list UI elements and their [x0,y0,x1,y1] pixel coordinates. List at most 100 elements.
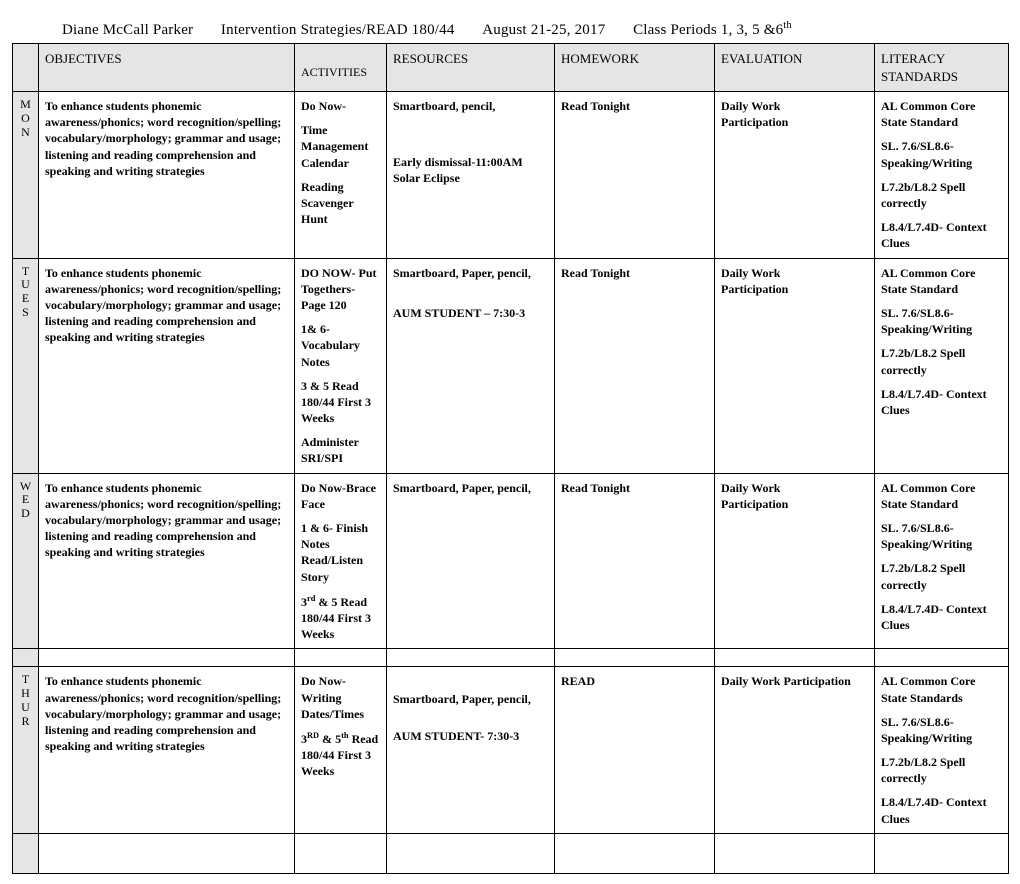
day-cell-tue: T U E S [13,258,39,473]
col-objectives: OBJECTIVES [39,44,295,92]
objectives-tue: To enhance students phonemic awareness/p… [39,258,295,473]
homework-text: Read Tonight [561,99,630,113]
spacer-cell [555,649,715,667]
col-evaluation: EVALUATION [715,44,875,92]
day-letter: S [22,306,29,320]
header-row: OBJECTIVES ACTIVITIES RESOURCES HOMEWORK… [13,44,1009,92]
activities-thu: Do Now- Writing Dates/Times 3RD & 5th Re… [295,667,387,834]
day-letter: T [22,673,29,687]
lit-line: L7.2b/L8.2 Spell correctly [881,754,1002,786]
activities-tue: DO NOW- Put Togethers- Page 120 1& 6- Vo… [295,258,387,473]
lit-line: L8.4/L7.4D- Context Clues [881,601,1002,633]
lesson-plan-table: OBJECTIVES ACTIVITIES RESOURCES HOMEWORK… [12,43,1009,874]
day-letter: R [21,715,29,729]
activity-sup: RD [307,731,319,740]
homework-thu: READ [555,667,715,834]
empty-cell [875,833,1009,873]
day-letter: T [22,265,29,279]
day-letter: N [21,126,30,140]
eval-line: Daily Work Participation [721,674,851,688]
lit-line: L7.2b/L8.2 Spell correctly [881,179,1002,211]
spacer-cell [875,649,1009,667]
eval-line: Participation [721,496,868,512]
lit-line: SL. 7.6/SL8.6- Speaking/Writing [881,520,1002,552]
day-letter: U [21,701,30,715]
eval-line: Participation [721,281,868,297]
row-spacer [13,649,1009,667]
evaluation-mon: Daily Work Participation [715,92,875,259]
day-letters-mon: M O N [19,98,32,139]
objectives-mon: To enhance students phonemic awareness/p… [39,92,295,259]
day-letter: H [21,687,30,701]
periods-text: Class Periods 1, 3, 5 &6 [633,22,783,38]
day-cell-thu: T H U R [13,667,39,834]
lit-line: AL Common Core State Standard [881,98,1002,130]
activity: 1 & 6- Finish Notes Read/Listen Story [301,520,380,585]
col-evaluation-label: EVALUATION [721,50,868,68]
homework-text: Read Tonight [561,266,630,280]
lit-line: AL Common Core State Standard [881,265,1002,297]
week-dates: August 21-25, 2017 [482,22,605,39]
day-cell-mon: M O N [13,92,39,259]
resources-tue: Smartboard, Paper, pencil, AUM STUDENT –… [387,258,555,473]
row-mon: M O N To enhance students phonemic aware… [13,92,1009,259]
activities-wed: Do Now-Brace Face 1 & 6- Finish Notes Re… [295,473,387,649]
homework-mon: Read Tonight [555,92,715,259]
col-activities-label: ACTIVITIES [301,64,380,80]
activity: 1& 6- Vocabulary Notes [301,321,380,370]
empty-cell [555,833,715,873]
page-header: Diane McCall Parker Intervention Strateg… [62,20,1008,39]
day-cell-wed: W E D [13,473,39,649]
lit-line: AL Common Core State Standards [881,673,1002,705]
col-resources: RESOURCES [387,44,555,92]
lit-line: L8.4/L7.4D- Context Clues [881,219,1002,251]
homework-text: READ [561,674,595,688]
col-homework: HOMEWORK [555,44,715,92]
lit-line: SL. 7.6/SL8.6- Speaking/Writing [881,138,1002,170]
lit-line: SL. 7.6/SL8.6- Speaking/Writing [881,714,1002,746]
resource: Early dismissal-11:00AM Solar Eclipse [393,154,548,186]
homework-tue: Read Tonight [555,258,715,473]
col-day-blank [13,44,39,92]
course-title: Intervention Strategies/READ 180/44 [221,22,455,39]
spacer-day [13,649,39,667]
day-letters-thu: T H U R [19,673,32,728]
day-letters-tue: T U E S [19,265,32,320]
activity: 3 & 5 Read 180/44 First 3 Weeks [301,378,380,427]
literacy-mon: AL Common Core State Standard SL. 7.6/SL… [875,92,1009,259]
row-wed: W E D To enhance students phonemic aware… [13,473,1009,649]
eval-line: Daily Work [721,98,868,114]
activity: Do Now-Brace Face [301,480,380,512]
activity: 3rd & 5 Read 180/44 First 3 Weeks [301,593,380,643]
row-bottom-empty [13,833,1009,873]
col-homework-label: HOMEWORK [561,50,708,68]
col-objectives-label: OBJECTIVES [45,50,288,68]
resource: Smartboard, Paper, pencil, [393,480,548,496]
col-resources-label: RESOURCES [393,50,548,68]
homework-text: Read Tonight [561,481,630,495]
activity-sup: th [341,731,348,740]
evaluation-wed: Daily Work Participation [715,473,875,649]
col-activities: ACTIVITIES [295,44,387,92]
resource: AUM STUDENT- 7:30-3 [393,728,548,744]
empty-cell [39,833,295,873]
resource: AUM STUDENT – 7:30-3 [393,305,548,321]
activity: Administer SRI/SPI [301,434,380,466]
evaluation-thu: Daily Work Participation [715,667,875,834]
day-letter: D [21,507,30,521]
row-tue: T U E S To enhance students phonemic awa… [13,258,1009,473]
empty-cell [295,833,387,873]
activity: Time Management Calendar [301,122,380,171]
class-periods: Class Periods 1, 3, 5 &6th [633,20,792,39]
lit-line: SL. 7.6/SL8.6- Speaking/Writing [881,305,1002,337]
teacher-name: Diane McCall Parker [62,22,193,39]
objectives-wed: To enhance students phonemic awareness/p… [39,473,295,649]
activity: Reading Scavenger Hunt [301,179,380,228]
activity: Do Now- Writing Dates/Times [301,673,380,722]
resources-mon: Smartboard, pencil, Early dismissal-11:0… [387,92,555,259]
activity: Do Now- [301,98,380,114]
homework-wed: Read Tonight [555,473,715,649]
eval-line: Participation [721,114,868,130]
empty-cell [715,833,875,873]
row-thu: T H U R To enhance students phonemic awa… [13,667,1009,834]
